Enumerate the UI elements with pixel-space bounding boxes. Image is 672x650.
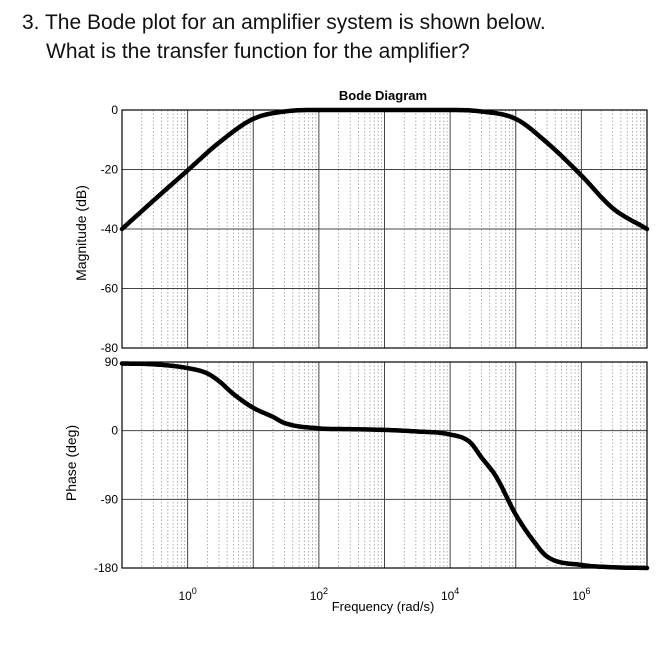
question-text: 3. The Bode plot for an amplifier system…	[22, 8, 546, 66]
magnitude-axis-label: Magnitude (dB)	[73, 185, 89, 281]
phase-curve	[119, 361, 650, 571]
frequency-tick-label: 100	[178, 586, 196, 603]
question-line-1: 3. The Bode plot for an amplifier system…	[22, 11, 546, 34]
frequency-axis-label: Frequency (rad/s)	[332, 599, 435, 614]
frequency-tick-label: 102	[310, 586, 328, 603]
magnitude-ytick-label: -40	[101, 222, 119, 236]
frequency-tick-label: 106	[572, 586, 590, 603]
phase-ytick-label: -90	[101, 492, 119, 506]
phase-ytick-label: -180	[94, 561, 118, 575]
phase-ytick-label: 0	[111, 424, 118, 438]
phase-plot-frame	[121, 361, 648, 569]
phase-ytick-label: 90	[105, 355, 119, 369]
magnitude-ytick-label: -20	[101, 163, 119, 177]
magnitude-curve	[119, 107, 650, 232]
question-line-2: What is the transfer function for the am…	[46, 40, 470, 63]
chart-title: Bode Diagram	[339, 88, 427, 103]
frequency-tick-label: 104	[441, 586, 459, 603]
magnitude-ytick-label: 0	[111, 103, 118, 117]
magnitude-ytick-label: -80	[101, 341, 119, 355]
magnitude-ytick-label: -60	[101, 282, 119, 296]
phase-axis-label: Phase (deg)	[63, 425, 79, 501]
